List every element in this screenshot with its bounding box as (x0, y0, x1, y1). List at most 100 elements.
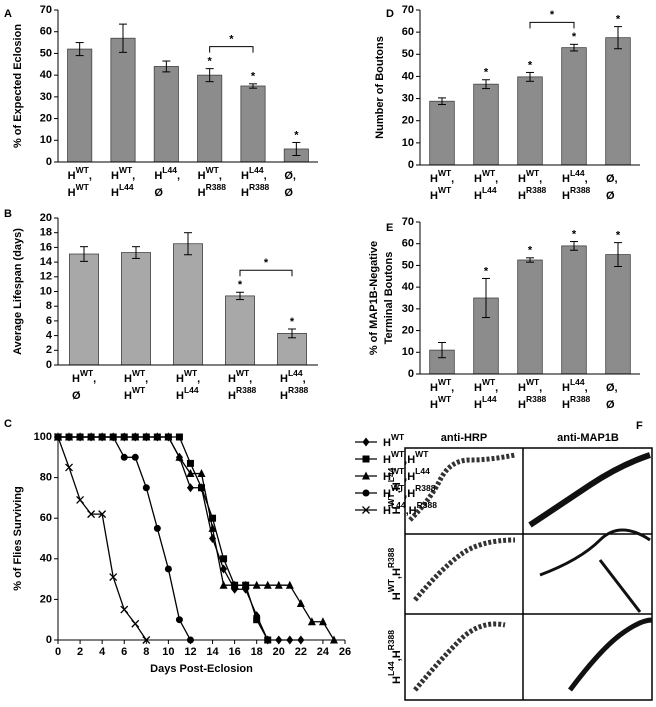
label: HWT (430, 394, 452, 411)
neuron-stain (413, 537, 516, 602)
y-tick-label: 0 (46, 359, 52, 371)
label-part: H (562, 382, 570, 394)
label-part: , (303, 373, 306, 385)
y-tick-label: 60 (402, 238, 414, 250)
x-tick-label: 12 (184, 646, 196, 658)
x-tick-label: 22 (295, 646, 307, 658)
label-part: ,H (391, 568, 403, 579)
series-line (58, 436, 301, 641)
bar (473, 83, 499, 166)
superscript: WT (119, 165, 133, 175)
superscript: R388 (417, 500, 438, 510)
superscript: L44 (386, 661, 396, 676)
marker (175, 616, 183, 624)
superscript: WT (438, 185, 452, 195)
label-part: Ø, (606, 382, 618, 394)
significance-mark: * (484, 67, 489, 79)
marker (220, 564, 228, 574)
superscript: WT (391, 466, 405, 476)
bar (121, 252, 151, 366)
y-tick-label: 10 (402, 137, 414, 149)
label-part: ,H (404, 471, 415, 483)
marker (186, 483, 194, 493)
label-part: H (391, 592, 403, 600)
marker (186, 636, 194, 644)
label: HL44 (111, 182, 134, 199)
superscript: R388 (288, 385, 309, 395)
label-part: , (132, 170, 135, 182)
superscript: WT (80, 368, 94, 378)
panel-label: B (4, 208, 12, 220)
significance-mark: * (572, 228, 577, 240)
significance-mark: * (229, 34, 234, 46)
bar (561, 245, 587, 375)
y-tick-label: 70 (40, 4, 52, 16)
marker (198, 484, 205, 492)
label: HWT (383, 432, 405, 449)
y-tick-label: 20 (40, 112, 52, 124)
superscript: WT (386, 578, 396, 592)
panel-label: F (636, 420, 643, 432)
y-axis-label: % of MAP1B-Negative (368, 241, 380, 355)
label-part: H (474, 173, 482, 185)
significance-mark: * (290, 316, 295, 328)
label-part: , (585, 173, 588, 185)
y-tick-label: 0 (408, 159, 414, 171)
y-tick-label: 0 (408, 368, 414, 380)
superscript: WT (391, 449, 405, 459)
bar (605, 254, 631, 375)
label-part: H (228, 373, 236, 385)
panel-label: D (386, 8, 394, 20)
label: Ø (284, 187, 293, 199)
y-tick-label: 30 (402, 92, 414, 104)
neuron-stain (408, 452, 516, 522)
bar (240, 85, 266, 163)
marker (131, 453, 139, 461)
y-tick-label: 4 (46, 330, 53, 342)
y-tick-label: 20 (40, 212, 52, 224)
superscript: L44 (184, 385, 199, 395)
marker (65, 433, 73, 441)
label-part: H (430, 399, 438, 411)
label: HWT, (124, 368, 148, 385)
label-part: ,H (404, 454, 415, 466)
label-part: H (198, 170, 206, 182)
label: HL44, (562, 168, 588, 185)
marker (241, 580, 250, 589)
label: HL44 (474, 394, 497, 411)
label-part: ,H (391, 482, 403, 493)
label-part: , (539, 382, 542, 394)
series-line (57, 436, 147, 641)
superscript: L44 (482, 185, 497, 195)
label: HWT (124, 385, 146, 402)
legend-marker (362, 489, 370, 497)
neuron-stain (568, 617, 653, 692)
label-part: H (474, 190, 482, 202)
x-tick-label: 16 (228, 646, 240, 658)
x-tick-label: 0 (55, 646, 61, 658)
bar (517, 76, 543, 166)
label: Ø, (606, 382, 618, 394)
label-part: , (495, 382, 498, 394)
superscript: R388 (249, 182, 270, 192)
marker (98, 433, 106, 441)
bar (561, 47, 587, 166)
marker (153, 432, 162, 441)
label: HWT,HL44 (386, 467, 403, 514)
marker (175, 452, 184, 461)
label-part: , (219, 170, 222, 182)
y-tick-label: 20 (402, 115, 414, 127)
microscopy-images (404, 447, 653, 701)
label-part: H (383, 437, 391, 449)
label: HWT, (518, 168, 542, 185)
label-part: H (280, 390, 288, 402)
label: HWT, (198, 165, 222, 182)
y-tick-label: 50 (402, 259, 414, 271)
y-tick-label: 40 (402, 281, 414, 293)
marker (230, 580, 239, 589)
label-part: H (72, 373, 80, 385)
label: HR388 (562, 185, 591, 202)
bar (173, 243, 203, 366)
bar (225, 295, 255, 366)
y-tick-label: 2 (46, 344, 52, 356)
